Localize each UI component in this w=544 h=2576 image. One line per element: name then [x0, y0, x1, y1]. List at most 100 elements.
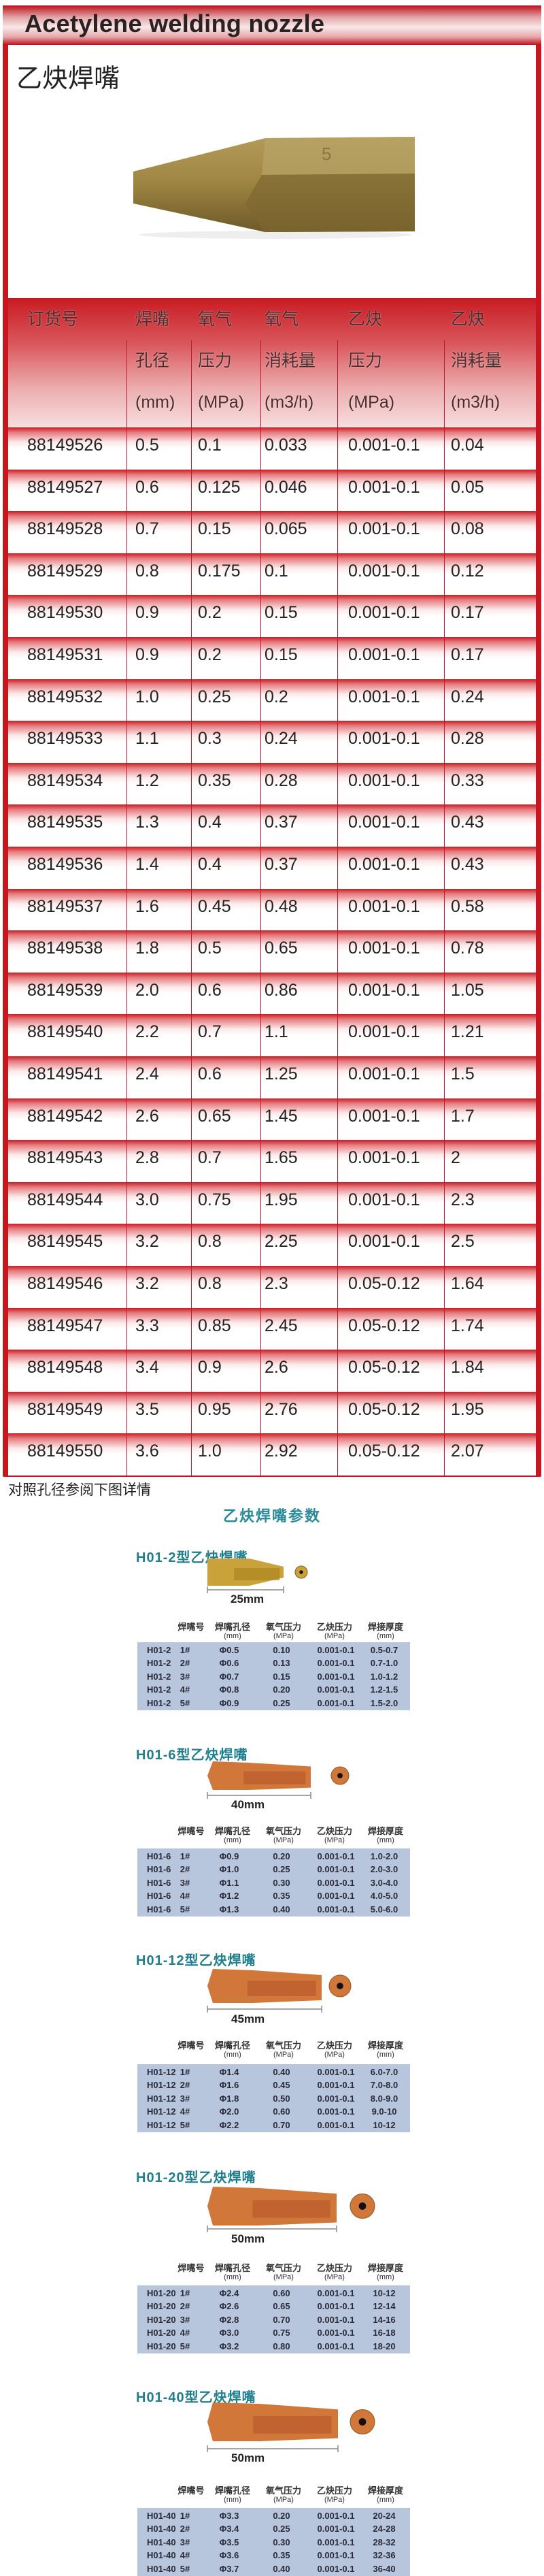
params-cell: H01-6 [147, 1904, 171, 1914]
params-cell: 1.0-1.2 [370, 1671, 398, 1682]
params-row: H01-6 3# Φ1.1 0.30 0.001-0.1 3.0-4.0 [137, 1876, 410, 1889]
params-cell: 0.30 [273, 1877, 290, 1888]
column-divider [337, 1056, 338, 1098]
params-cell: H01-12 [147, 2106, 176, 2117]
table-cell: 0.001-0.1 [348, 729, 420, 749]
table-row: 88149528 0.7 0.15 0.065 0.001-0.1 0.08 [8, 511, 536, 553]
params-row: H01-40 3# Φ3.5 0.30 0.001-0.1 28-32 [137, 2536, 410, 2549]
table-cell: 0.45 [198, 896, 231, 916]
column-divider [260, 1014, 261, 1056]
params-cell: 18-20 [373, 2341, 396, 2351]
column-divider [191, 721, 192, 763]
params-cell: 5# [180, 2563, 190, 2574]
params-row: H01-2 5# Φ0.9 0.25 0.001-0.1 1.5-2.0 [137, 1697, 410, 1710]
column-divider [260, 721, 261, 763]
column-header-line: (MPa) [198, 393, 245, 412]
column-divider [260, 595, 261, 637]
params-header-unit: (MPa) [273, 1632, 294, 1640]
table-row: 88149537 1.6 0.45 0.48 0.001-0.1 0.58 [8, 888, 536, 931]
column-divider [337, 762, 338, 805]
params-header-label: 氧气压力 [265, 2263, 301, 2273]
params-cell: 0.001-0.1 [317, 2106, 355, 2117]
params-cell: 9.0-10 [371, 2106, 397, 2117]
column-header: 焊嘴 孔径 (mm) [135, 299, 175, 427]
section-title: H01-20型乙炔焊嘴 [136, 2170, 256, 2185]
params-cell: Φ1.3 [219, 1904, 239, 1914]
column-divider [126, 469, 127, 512]
params-cell: 36-40 [373, 2563, 396, 2574]
params-cell: 0.001-0.1 [317, 1645, 355, 1655]
table-cell: 2.2 [135, 1022, 159, 1042]
params-cell: 20-24 [373, 2511, 396, 2521]
column-divider [337, 1098, 338, 1141]
column-divider [191, 972, 192, 1015]
params-cell: 0.25 [273, 2524, 290, 2534]
column-divider [126, 762, 127, 805]
table-cell: 1.05 [451, 980, 484, 1000]
params-header-label: 焊接厚度 [367, 1622, 403, 1632]
params-header-unit: (mm) [224, 2496, 241, 2504]
params-row: H01-2 3# Φ0.7 0.15 0.001-0.1 1.0-1.2 [137, 1670, 410, 1683]
params-cell: 8.0-9.0 [370, 2093, 398, 2104]
params-header-unit: (MPa) [273, 2496, 294, 2504]
params-header-unit: (MPa) [324, 2051, 345, 2059]
params-cell: Φ3.5 [219, 2537, 239, 2547]
column-divider [260, 972, 261, 1015]
params-cell: 0.001-0.1 [317, 1658, 355, 1669]
params-header-label: 焊接厚度 [367, 1826, 403, 1836]
table-row: 88149533 1.1 0.3 0.24 0.001-0.1 0.28 [8, 721, 536, 763]
params-cell: Φ0.9 [219, 1697, 239, 1708]
params-row: H01-40 2# Φ3.4 0.25 0.001-0.1 24-28 [137, 2522, 410, 2535]
table-cell: 0.6 [198, 1064, 222, 1083]
table-row: 88149544 3.0 0.75 1.95 0.001-0.1 2.3 [8, 1181, 536, 1224]
params-cell: 0.60 [273, 2288, 290, 2298]
params-row: H01-12 4# Φ2.0 0.60 0.001-0.1 9.0-10 [137, 2105, 410, 2118]
column-divider [126, 804, 127, 847]
table-cell: 2.4 [135, 1064, 159, 1083]
nozzle-marking: 5 [322, 144, 331, 164]
column-divider [126, 721, 127, 763]
params-cell: Φ1.1 [219, 1877, 239, 1888]
params-cell: 0.20 [273, 2511, 290, 2521]
params-cell: 2# [180, 2080, 190, 2091]
table-cell: 0.05-0.12 [348, 1358, 420, 1377]
params-cell: 6.0-7.0 [370, 2067, 398, 2077]
column-divider [444, 804, 445, 847]
table-cell: 0.95 [198, 1399, 231, 1419]
table-cell: 1.6 [135, 896, 159, 916]
params-header-label: 乙炔压力 [316, 1622, 352, 1632]
nozzle-shade [247, 1980, 316, 1996]
table-cell: 2.6 [135, 1106, 159, 1126]
column-divider [260, 804, 261, 847]
params-cell: Φ0.5 [219, 1645, 239, 1655]
column-divider [337, 721, 338, 763]
params-cell: H01-40 [147, 2511, 176, 2521]
table-cell: 0.28 [451, 729, 484, 749]
params-row: H01-20 3# Φ2.8 0.70 0.001-0.1 14-16 [137, 2313, 410, 2326]
params-header-label: 焊接厚度 [367, 2040, 403, 2051]
params-cell: 1# [180, 2067, 190, 2077]
table-cell: 0.43 [451, 855, 484, 874]
params-cell: 5# [180, 2341, 190, 2351]
column-divider [444, 1014, 445, 1056]
column-header: 氧气 压力 (MPa) [198, 299, 244, 427]
table-row: 88149545 3.2 0.8 2.25 0.001-0.1 2.5 [8, 1224, 536, 1266]
params-cell: 1.2-1.5 [370, 1684, 398, 1695]
column-divider [191, 847, 192, 889]
column-divider [191, 804, 192, 847]
params-cell: 1# [180, 2511, 190, 2521]
column-divider [444, 847, 445, 889]
column-divider [444, 595, 445, 637]
params-row: H01-40 4# Φ3.6 0.35 0.001-0.1 32-36 [137, 2549, 410, 2562]
column-header-line: 压力 [348, 351, 383, 370]
params-cell: 0.80 [273, 2341, 290, 2351]
table-cell: 1.5 [451, 1064, 475, 1083]
params-row: H01-12 3# Φ1.8 0.50 0.001-0.1 8.0-9.0 [137, 2092, 410, 2105]
params-cell: Φ1.6 [219, 2080, 239, 2091]
params-header-unit: (mm) [224, 2273, 241, 2281]
column-divider [260, 1350, 261, 1392]
column-header-line: 焊嘴 [135, 310, 170, 329]
column-header-line: 订货号 [27, 310, 79, 329]
params-header-unit: (MPa) [273, 1836, 294, 1844]
table-row: 88149550 3.6 1.0 2.92 0.05-0.12 2.07 [8, 1433, 536, 1476]
